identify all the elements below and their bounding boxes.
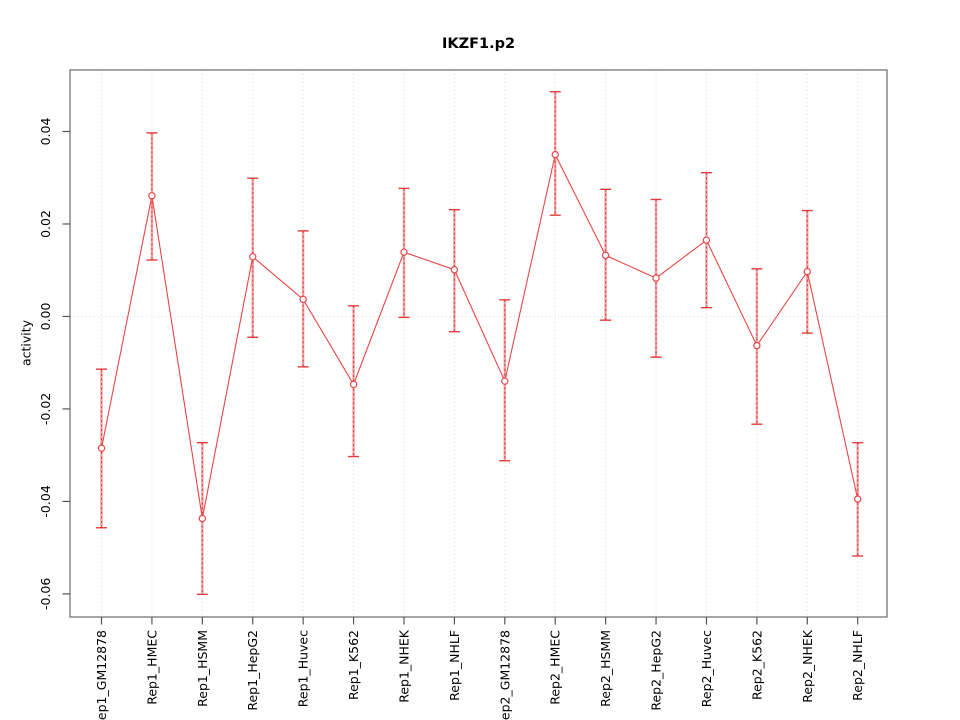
- x-tick-label: Rep1_HSMM: [195, 630, 210, 707]
- y-tick-label: -0.06: [38, 578, 53, 610]
- x-tick-label: Rep1_NHEK: [396, 629, 411, 703]
- x-tick-label: Rep2_HMEC: [548, 630, 563, 705]
- y-tick-label: -0.02: [38, 393, 53, 425]
- data-point: [753, 341, 761, 350]
- chart-title: IKZF1.p2: [441, 36, 516, 52]
- x-tick-label: Rep2_GM12878: [497, 630, 512, 720]
- data-point: [702, 236, 711, 244]
- data-point: [299, 295, 307, 304]
- x-tick-label: Rep1_Huvec: [296, 630, 311, 707]
- data-point: [97, 444, 106, 452]
- y-tick-label: -0.04: [38, 485, 53, 517]
- y-tick-label: 0.04: [38, 118, 53, 146]
- plot-border: [69, 69, 888, 618]
- data-point: [551, 150, 559, 159]
- x-tick-label: Rep1_HMEC: [144, 630, 159, 705]
- x-tick-label: Rep1_NHLF: [447, 630, 462, 701]
- y-tick-label: 0.02: [38, 210, 53, 238]
- data-point: [148, 192, 156, 200]
- x-tick-label: Rep1_K562: [346, 630, 361, 700]
- data-point: [501, 377, 509, 385]
- x-tick-label: Rep2_HepG2: [649, 630, 664, 711]
- data-point: [854, 495, 862, 503]
- data-line: [100, 152, 859, 519]
- x-tick-label: Rep1_HepG2: [245, 630, 260, 711]
- x-tick-label: Rep2_K562: [749, 630, 764, 700]
- data-point: [400, 248, 408, 256]
- data-point: [198, 514, 207, 523]
- data-point: [450, 266, 459, 274]
- data-point: [803, 267, 811, 276]
- data-point: [601, 251, 610, 260]
- x-tick-label: Rep2_NHEK: [800, 629, 815, 703]
- y-tick-label: 0.00: [38, 302, 53, 330]
- x-tick-label: Rep2_NHLF: [850, 630, 865, 701]
- x-tick-label: Rep2_HSMM: [598, 630, 613, 707]
- data-point: [652, 274, 660, 282]
- data-point: [249, 253, 257, 261]
- x-tick-label: Rep2_Huvec: [699, 630, 714, 707]
- x-tick-label: Rep1_GM12878: [94, 630, 109, 720]
- data-point: [349, 380, 358, 389]
